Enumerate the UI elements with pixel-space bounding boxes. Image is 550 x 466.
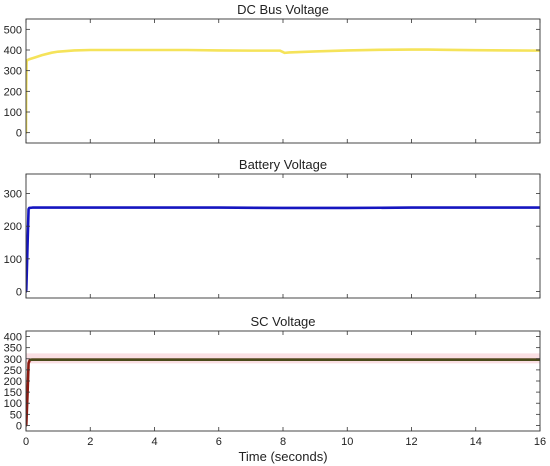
y-tick-label: 0 [16, 420, 22, 432]
y-tick-label: 200 [4, 376, 22, 388]
y-tick-label: 0 [16, 128, 22, 140]
panel-title: SC Voltage [250, 314, 315, 329]
x-tick-label: 14 [470, 436, 482, 448]
plot-area [26, 19, 540, 143]
chart-panel-2: Battery Voltage 0 100 200 300 [4, 157, 541, 299]
y-tick-label: 400 [4, 332, 22, 344]
y-tick-label: 100 [4, 398, 22, 410]
y-tick-label: 150 [4, 387, 22, 399]
series-group [26, 353, 540, 427]
y-tick-label: 100 [4, 107, 22, 119]
series-line-1 [26, 48, 540, 134]
x-tick-label: 16 [534, 436, 546, 448]
y-tick-label: 400 [4, 45, 22, 57]
x-tick-label: 8 [280, 436, 286, 448]
y-tick-label: 250 [4, 365, 22, 377]
y-tick-label: 350 [4, 343, 22, 355]
plot-area [26, 331, 540, 431]
y-tick-label: 200 [4, 86, 22, 98]
panel-title: DC Bus Voltage [237, 2, 329, 17]
series-group [26, 48, 540, 134]
x-tick-label: 6 [216, 436, 222, 448]
x-tick-label: 2 [87, 436, 93, 448]
y-tick-label: 500 [4, 24, 22, 36]
series-line-1 [26, 206, 540, 293]
axes-box [25, 18, 541, 144]
y-tick-label: 0 [16, 286, 22, 298]
chart-panel-1: DC Bus Voltage 0 100 200 300 400 500 [4, 2, 541, 144]
y-tick-label: 200 [4, 221, 22, 233]
x-tick-label: 4 [151, 436, 157, 448]
plot-area [26, 174, 540, 298]
y-tick-label: 300 [4, 66, 22, 78]
panel-title: Battery Voltage [239, 157, 327, 172]
x-tick-label: 10 [341, 436, 353, 448]
series-group [26, 206, 540, 293]
x-tick-label: 12 [405, 436, 417, 448]
axes-box [25, 173, 541, 299]
y-tick-label: 100 [4, 254, 22, 266]
y-tick-label: 50 [10, 409, 22, 421]
axes-box [25, 330, 541, 432]
x-tick-label: 0 [23, 436, 29, 448]
y-tick-label: 300 [4, 354, 22, 366]
x-axis-label: Time (seconds) [238, 449, 327, 464]
y-tick-label: 300 [4, 189, 22, 201]
